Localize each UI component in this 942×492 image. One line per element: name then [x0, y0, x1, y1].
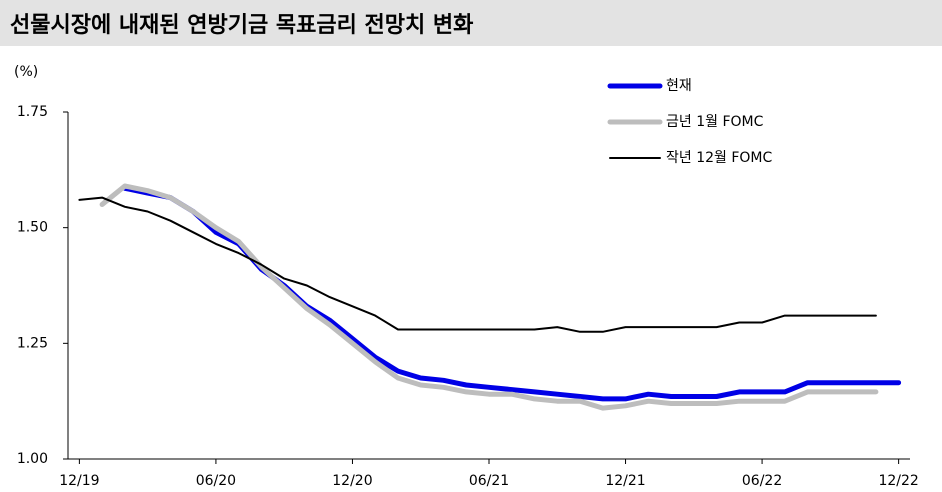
series-line — [78, 196, 877, 333]
series-line — [99, 183, 879, 411]
title-bar — [0, 0, 942, 46]
chart-title: 선물시장에 내재된 연방기금 목표금리 전망치 변화 — [10, 13, 473, 38]
x-tick-label: 06/20 — [196, 473, 236, 489]
y-tick-label: 1.75 — [17, 104, 48, 120]
x-tick-label: 06/21 — [469, 473, 509, 489]
x-tick-label: 12/19 — [59, 473, 99, 489]
y-tick-label: 1.50 — [17, 220, 48, 236]
legend-label: 작년 12월 FOMC — [666, 150, 773, 166]
x-tick-label: 12/22 — [878, 473, 918, 489]
y-tick-label: 1.25 — [17, 335, 48, 351]
y-tick-label: 1.00 — [17, 451, 48, 467]
legend-label: 금년 1월 FOMC — [666, 114, 764, 130]
series-line — [122, 185, 902, 402]
legend-label: 현재 — [666, 78, 692, 94]
x-tick-label: 12/20 — [332, 473, 372, 489]
x-tick-label: 06/22 — [742, 473, 782, 489]
x-tick-label: 12/21 — [605, 473, 645, 489]
y-unit-label: (%) — [14, 64, 38, 80]
